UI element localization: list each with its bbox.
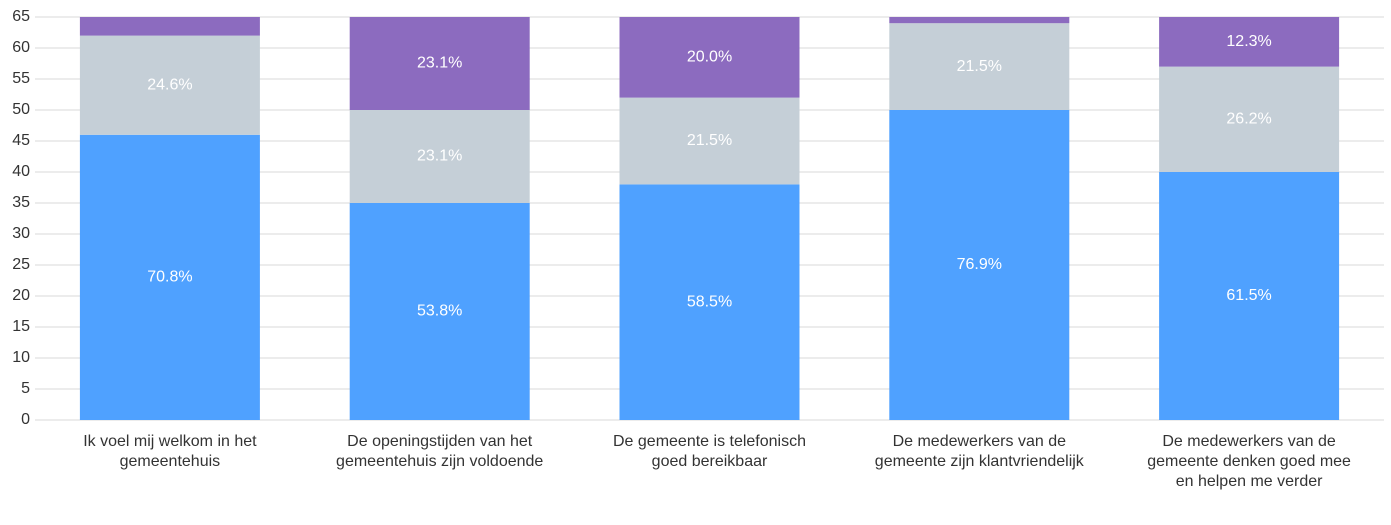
value-label: 70.8% bbox=[147, 269, 192, 286]
bar-segment bbox=[1159, 17, 1340, 67]
value-label: 20.0% bbox=[687, 49, 732, 66]
y-tick-label: 50 bbox=[12, 101, 30, 118]
bar-segment bbox=[619, 17, 800, 98]
y-tick-label: 40 bbox=[12, 163, 30, 180]
y-tick-label: 15 bbox=[12, 318, 30, 335]
value-label: 53.8% bbox=[417, 303, 462, 320]
x-tick-label: De medewerkers van de gemeente denken go… bbox=[1147, 433, 1351, 490]
bar-segment bbox=[349, 203, 530, 420]
y-tick-label: 25 bbox=[12, 256, 30, 273]
bar-segment bbox=[889, 110, 1070, 420]
y-tick-label: 5 bbox=[21, 380, 30, 397]
bar-segment bbox=[1159, 172, 1340, 420]
value-label: 58.5% bbox=[687, 293, 732, 310]
bar-segment bbox=[619, 97, 800, 185]
value-label: 61.5% bbox=[1226, 287, 1271, 304]
y-tick-label: 65 bbox=[12, 8, 30, 25]
value-label: 23.1% bbox=[417, 148, 462, 165]
value-label: 21.5% bbox=[957, 58, 1002, 75]
y-tick-label: 0 bbox=[21, 411, 30, 428]
bar-segment bbox=[349, 17, 530, 110]
bar-segment bbox=[889, 23, 1070, 111]
x-tick-label: De openingstijden van het gemeentehuis z… bbox=[336, 433, 544, 470]
bar-segment bbox=[349, 110, 530, 203]
y-tick-label: 10 bbox=[12, 349, 30, 366]
bar-segment bbox=[1159, 66, 1340, 172]
value-label: 23.1% bbox=[417, 55, 462, 72]
y-tick-label: 35 bbox=[12, 194, 30, 211]
y-tick-label: 20 bbox=[12, 287, 30, 304]
value-label: 21.5% bbox=[687, 132, 732, 149]
bar-segment bbox=[619, 184, 800, 420]
value-label: 26.2% bbox=[1226, 111, 1271, 128]
bar-segment bbox=[79, 35, 260, 135]
x-tick-label: De medewerkers van de gemeente zijn klan… bbox=[874, 433, 1084, 470]
y-tick-label: 55 bbox=[12, 70, 30, 87]
x-tick-label: Ik voel mij welkom in het gemeentehuis bbox=[83, 433, 257, 470]
value-label: 76.9% bbox=[957, 256, 1002, 273]
x-tick-label: De gemeente is telefonisch goed bereikba… bbox=[613, 433, 806, 470]
bar-segment bbox=[79, 134, 260, 421]
bar-segment bbox=[889, 17, 1070, 24]
value-label: 24.6% bbox=[147, 76, 192, 93]
value-label: 12.3% bbox=[1226, 33, 1271, 50]
y-tick-label: 30 bbox=[12, 225, 30, 242]
y-tick-label: 45 bbox=[12, 132, 30, 149]
bar-segment bbox=[79, 17, 260, 36]
y-tick-label: 60 bbox=[12, 39, 30, 56]
